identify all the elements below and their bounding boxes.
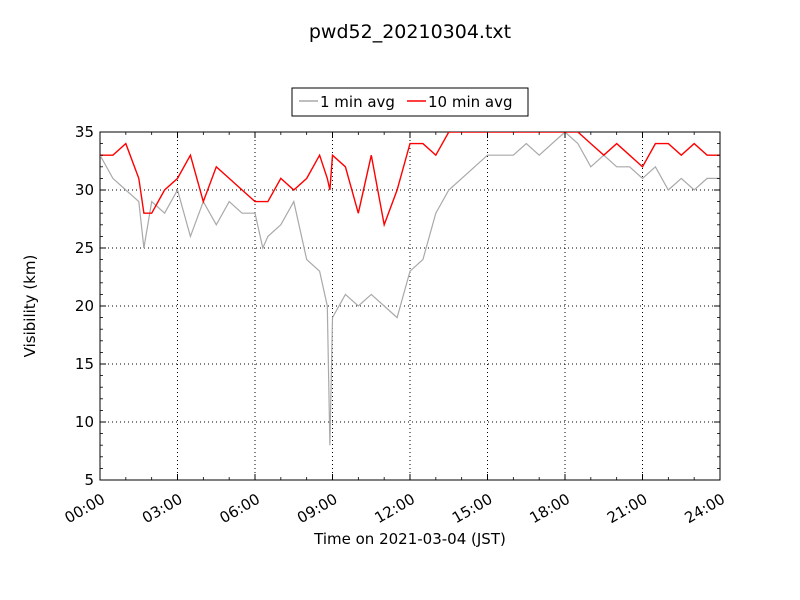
legend: 1 min avg 10 min avg <box>291 87 529 117</box>
series-line-10-min-avg <box>100 132 720 228</box>
x-tick-label: 00:00 <box>62 490 108 527</box>
x-tick-label: 06:00 <box>217 490 263 527</box>
ticks: 5 10 15 20 25 30 35 00:00 03:00 06:00 09:00 12:00 15… <box>62 123 728 527</box>
x-tick-label: 09:00 <box>294 490 340 527</box>
y-tick-label: 25 <box>75 239 94 257</box>
x-tick-label: 21:00 <box>604 490 650 527</box>
x-tick-label: 12:00 <box>372 490 418 527</box>
legend-label-1-min-avg: 1 min avg <box>320 93 395 111</box>
x-tick-label: 15:00 <box>449 490 495 527</box>
x-axis-label: Time on 2021-03-04 (JST) <box>313 530 506 548</box>
y-tick-label: 5 <box>84 471 94 489</box>
y-tick-label: 35 <box>75 123 94 141</box>
grid <box>100 132 720 480</box>
legend-label-10-min-avg: 10 min avg <box>428 93 513 111</box>
series-line-1-min-avg <box>100 132 720 446</box>
y-tick-label: 20 <box>75 297 94 315</box>
y-axis-label: Visibility (km) <box>21 255 39 358</box>
plot-area: 5 10 15 20 25 30 35 00:00 03:00 06:00 09:00 12:00 15… <box>62 123 728 527</box>
chart-title: pwd52_20210304.txt <box>309 21 511 43</box>
series-layer <box>100 132 720 446</box>
x-tick-label: 03:00 <box>139 490 185 527</box>
x-tick-label: 18:00 <box>527 490 573 527</box>
y-tick-label: 30 <box>75 181 94 199</box>
x-tick-label: 24:00 <box>682 490 728 527</box>
legend-box <box>291 87 529 117</box>
y-tick-label: 15 <box>75 355 94 373</box>
y-tick-label: 10 <box>75 413 94 431</box>
